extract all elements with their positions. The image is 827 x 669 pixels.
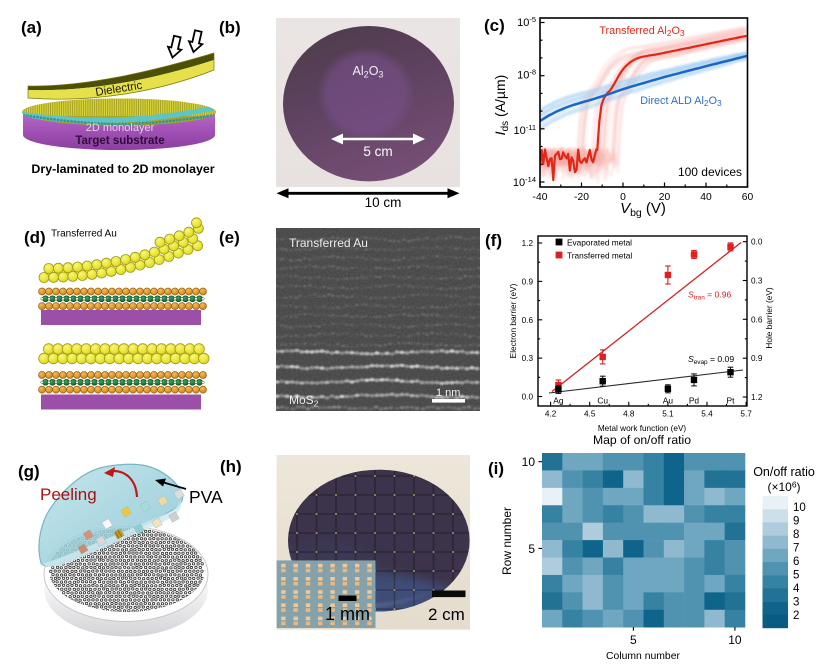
svg-text:Electron barrier (eV): Electron barrier (eV) [508,283,518,358]
svg-text:10: 10 [728,633,742,647]
svg-text:5 cm: 5 cm [363,144,392,159]
svg-text:Cu: Cu [597,396,608,406]
svg-text:4.5: 4.5 [584,410,596,419]
svg-text:Stran = 0.96: Stran = 0.96 [688,290,731,302]
svg-text:1.2: 1.2 [522,239,534,248]
svg-text:Transferred Al2O3: Transferred Al2O3 [599,25,685,38]
svg-text:0.6: 0.6 [522,316,534,325]
svg-text:10 cm: 10 cm [365,195,402,210]
svg-text:(×106): (×106) [767,480,800,495]
svg-text:Transferred Au: Transferred Au [51,229,117,240]
svg-text:100 devices: 100 devices [678,165,742,179]
svg-text:Hole barrier (eV): Hole barrier (eV) [764,287,774,349]
svg-text:0: 0 [620,192,626,203]
svg-text:60: 60 [742,192,754,203]
svg-text:Ids (A/µm): Ids (A/µm) [492,75,511,136]
svg-text:2D monolayer: 2D monolayer [86,122,155,134]
svg-text:5.1: 5.1 [662,410,674,419]
svg-text:2: 2 [793,610,799,622]
svg-text:Row number: Row number [500,507,514,575]
svg-text:Al2O3: Al2O3 [353,64,384,80]
svg-text:Column number: Column number [606,651,680,662]
svg-text:1 nm: 1 nm [436,387,460,399]
svg-text:On/off ratio: On/off ratio [753,465,815,479]
svg-text:Vbg (V): Vbg (V) [620,200,666,219]
svg-text:7: 7 [793,543,799,555]
svg-text:Pd: Pd [689,396,700,406]
svg-text:PVA: PVA [189,487,223,507]
svg-text:(b): (b) [219,18,241,37]
svg-text:Map of on/off ratio: Map of on/off ratio [593,433,691,447]
svg-text:0.9: 0.9 [751,354,763,363]
svg-text:(a): (a) [21,18,42,37]
svg-text:0.6: 0.6 [751,315,763,324]
svg-text:1.2: 1.2 [751,393,763,402]
svg-text:(e): (e) [219,228,240,247]
svg-text:0.9: 0.9 [522,277,534,286]
svg-text:1 mm: 1 mm [325,604,370,624]
svg-text:Sevap = 0.09: Sevap = 0.09 [688,354,734,366]
svg-text:5.4: 5.4 [701,410,713,419]
svg-text:(i): (i) [488,459,504,478]
svg-text:Transferred Au: Transferred Au [289,236,368,250]
svg-text:Direct ALD Al2O3: Direct ALD Al2O3 [640,95,722,108]
svg-text:10: 10 [522,455,536,469]
svg-text:4: 4 [793,583,800,595]
svg-text:Evaporated metal: Evaporated metal [567,238,632,248]
svg-text:(h): (h) [220,457,242,476]
svg-text:Au: Au [663,396,674,406]
svg-text:MoS2: MoS2 [289,393,319,409]
svg-text:-20: -20 [574,192,589,203]
svg-text:Transferred metal: Transferred metal [567,251,632,261]
svg-text:(f): (f) [485,231,502,250]
svg-text:0.0: 0.0 [522,393,534,402]
svg-text:Peeling: Peeling [40,485,97,504]
svg-text:2 cm: 2 cm [428,605,465,624]
svg-text:5.7: 5.7 [740,410,752,419]
svg-text:-40: -40 [533,192,548,203]
svg-text:Target substrate: Target substrate [75,135,164,147]
svg-text:Dry-laminated to 2D monolayer: Dry-laminated to 2D monolayer [31,162,214,176]
svg-text:0.3: 0.3 [522,354,534,363]
svg-text:9: 9 [793,516,799,528]
svg-text:(g): (g) [18,462,40,481]
svg-text:(d): (d) [24,228,46,247]
svg-text:0.3: 0.3 [751,277,763,286]
svg-text:Pt: Pt [726,396,735,406]
svg-text:20: 20 [659,192,671,203]
svg-text:Ag: Ag [553,396,564,406]
svg-text:(c): (c) [484,16,505,35]
svg-text:5: 5 [793,570,799,582]
svg-text:8: 8 [793,529,799,541]
svg-text:4.8: 4.8 [623,410,635,419]
svg-text:10: 10 [793,502,806,514]
svg-text:Metal work function (eV): Metal work function (eV) [598,424,687,433]
svg-text:5: 5 [528,542,535,556]
svg-text:0.0: 0.0 [751,238,763,247]
svg-text:4.2: 4.2 [545,410,557,419]
svg-text:5: 5 [630,633,637,647]
svg-text:40: 40 [700,192,712,203]
svg-text:6: 6 [793,556,799,568]
svg-text:3: 3 [793,597,799,609]
